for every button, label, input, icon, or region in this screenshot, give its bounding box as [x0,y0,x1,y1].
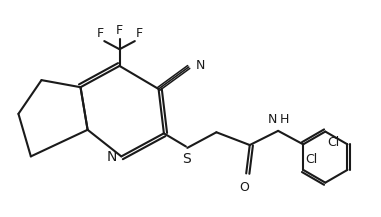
Text: F: F [96,27,104,40]
Text: F: F [136,27,142,40]
Text: S: S [182,153,191,166]
Text: O: O [240,181,249,194]
Text: N: N [267,113,277,126]
Text: H: H [280,113,289,126]
Text: F: F [116,24,123,37]
Text: Cl: Cl [327,136,339,149]
Text: N: N [196,59,205,72]
Text: N: N [106,150,117,164]
Text: Cl: Cl [305,153,317,166]
